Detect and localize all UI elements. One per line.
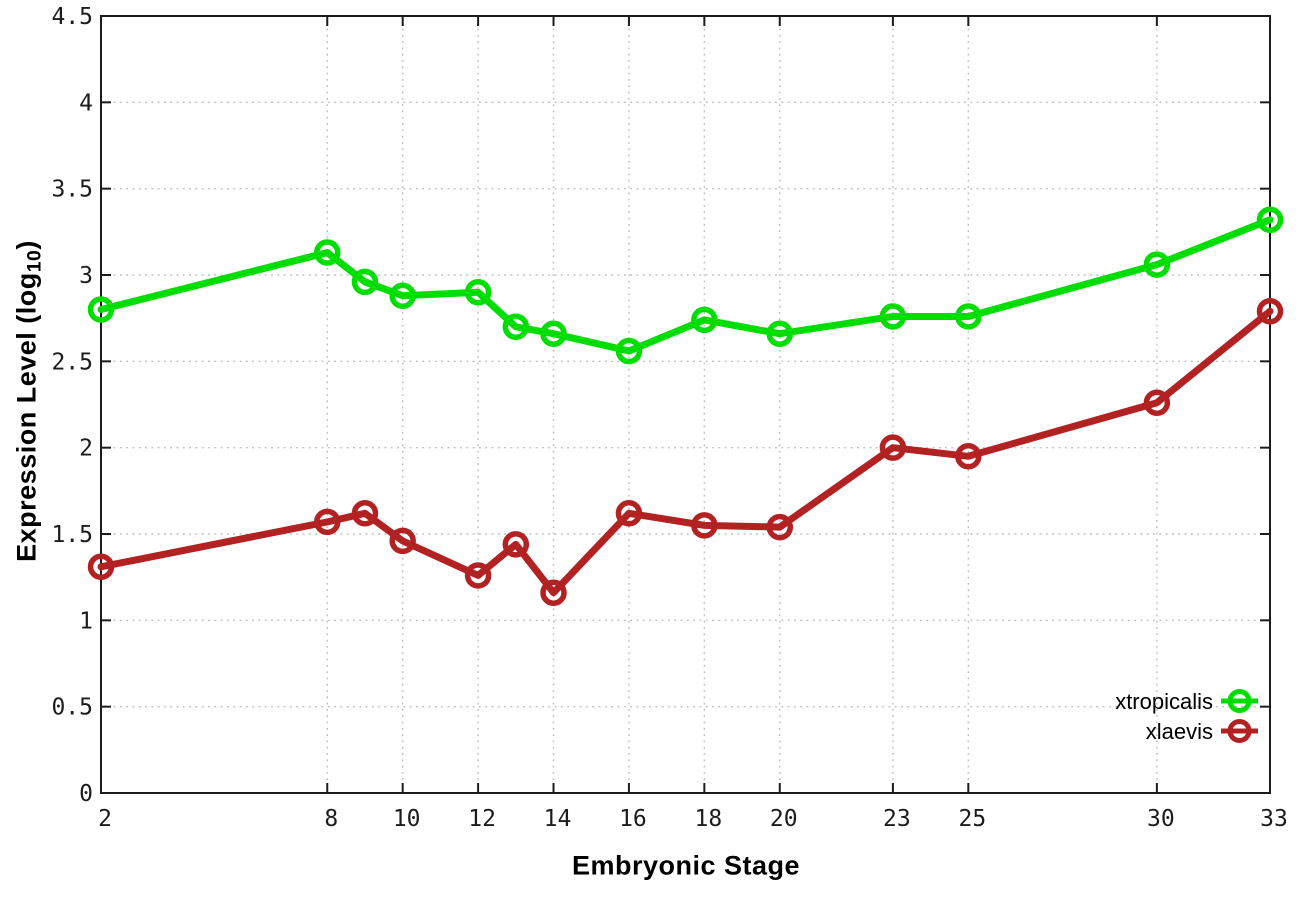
y-tick-label: 1 [79,608,93,634]
y-tick-label: 0.5 [51,695,93,721]
x-tick-label: 12 [468,806,496,832]
data-point-xlaevis [766,513,794,541]
data-point-xlaevis [691,512,718,539]
legend-marker-xlaevis [1227,719,1252,743]
data-point-xlaevis [540,579,567,606]
data-point-xtropicalis [351,268,379,296]
data-point-xlaevis [87,553,115,581]
x-tick-label: 16 [619,806,647,832]
y-axis-title: Expression Level (log10) [11,240,46,562]
data-point-xtropicalis [615,337,643,365]
data-point-xtropicalis [766,320,794,347]
y-tick-label: 0 [79,781,93,807]
legend-marker-xtropicalis [1227,689,1252,713]
x-tick-label: 18 [695,806,723,832]
x-tick-label: 14 [544,806,572,832]
legend-label-xtropicalis: xtropicalis [1115,689,1213,714]
series-line-xtropicalis [97,216,1274,355]
x-tick-label: 8 [324,806,338,832]
y-tick-label: 3.5 [51,177,93,203]
data-point-xlaevis [502,531,530,558]
data-point-xtropicalis [1256,206,1284,233]
legend-label-xlaevis: xlaevis [1146,719,1213,744]
y-axis-title-text: Expression Level (log [11,272,42,562]
data-point-xtropicalis [502,313,530,341]
x-tick-label: 2 [98,806,112,832]
plot-border [100,15,1271,794]
x-tick-label: 23 [883,806,911,832]
x-tick-label: 30 [1147,806,1175,832]
y-axis-title-subscript: 10 [23,249,46,273]
data-point-xtropicalis [955,303,982,330]
y-tick-label: 3 [79,263,93,289]
data-point-xlaevis [615,500,643,527]
y-tick-label: 2.5 [51,349,93,375]
x-axis-title: Embryonic Stage [571,850,801,881]
y-tick-label: 2 [79,436,93,462]
data-point-xlaevis [879,434,907,461]
y-tick-label: 4.5 [51,4,93,30]
data-point-xtropicalis [691,306,718,334]
series-line-xlaevis [97,307,1274,597]
y-axis-title-close: ) [11,240,42,250]
data-point-xlaevis [351,500,379,527]
data-point-xlaevis [1256,298,1284,325]
y-tick-label: 1.5 [51,522,93,548]
data-point-xtropicalis [87,296,115,323]
data-point-xtropicalis [1143,251,1171,278]
x-tick-label: 33 [1260,806,1288,832]
x-tick-label: 25 [958,806,986,832]
data-point-xtropicalis [389,282,416,309]
data-point-xlaevis [1143,389,1171,417]
data-point-xlaevis [955,443,982,470]
data-point-xtropicalis [314,239,341,266]
data-point-xlaevis [464,562,492,589]
x-tick-label: 10 [393,806,421,832]
data-point-xtropicalis [464,279,492,306]
y-tick-label: 4 [79,90,93,116]
data-point-xtropicalis [879,303,907,330]
data-point-xlaevis [314,508,341,536]
x-tick-label: 20 [770,806,798,832]
data-point-xtropicalis [540,320,567,347]
data-point-xlaevis [389,527,416,555]
